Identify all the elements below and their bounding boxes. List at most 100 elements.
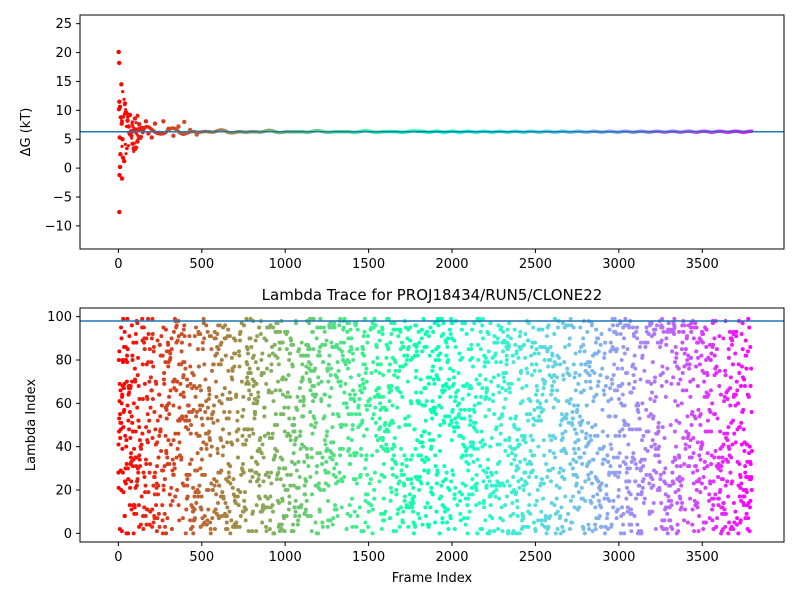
lambda-point [360,377,365,382]
lambda-point [515,498,520,503]
lambda-point [509,381,514,386]
lambda-point [381,373,386,378]
lambda-point [408,338,413,343]
lambda-point [419,433,424,438]
dg-point [125,147,129,151]
lambda-point [193,325,198,330]
lambda-point [375,362,380,367]
lambda-point [559,412,564,417]
lambda-point [220,392,225,397]
lambda-point [527,503,532,508]
lambda-point [420,444,425,449]
lambda-point [116,358,121,362]
lambda-point [485,475,490,479]
lambda-point [694,325,699,330]
lambda-point [155,418,160,423]
lambda-point [679,347,684,352]
lambda-point [539,509,544,514]
lambda-point [609,446,614,451]
lambda-point [262,414,267,419]
lambda-point [428,505,433,510]
lambda-point [609,377,614,382]
lambda-point [689,455,694,460]
lambda-point [627,325,632,330]
lambda-point [200,347,205,352]
lambda-point [620,392,625,397]
lambda-point [429,485,434,490]
lambda-point [546,364,551,369]
lambda-point [304,479,309,484]
lambda-point [484,483,489,488]
lambda-point [695,384,700,388]
lambda-point [331,440,336,445]
lambda-point [177,518,182,523]
dg-x-tick-label: 3000 [602,257,635,272]
dg-y-tick-label: 5 [64,133,72,148]
lambda-point [424,345,429,349]
lambda-point [178,381,183,386]
lambda-point [689,355,694,360]
lambda-point [147,347,152,352]
lambda-point [563,345,568,349]
lambda-point [213,336,218,341]
lambda-point [269,362,274,367]
lambda-point [488,444,493,449]
lambda-point [326,362,331,367]
lambda-point [533,418,538,423]
lambda-point [222,410,227,414]
lambda-point [330,457,335,462]
lambda-point [333,503,338,508]
lambda-point [574,459,579,464]
lambda-point [452,527,457,531]
lambda-point [398,329,403,334]
lambda-point [583,479,588,484]
lambda-point [515,438,520,443]
lambda-point [297,475,302,479]
dg-point [119,82,124,87]
lambda-point [480,323,485,328]
lambda-point [552,373,557,378]
lambda-point [627,479,632,484]
lambda-point [334,462,339,466]
lambda-point [251,431,256,436]
lambda-point [188,364,193,369]
lambda-point [204,399,209,404]
lambda-point [549,501,554,505]
lambda-point [633,366,638,371]
dg-point [124,108,128,112]
lambda-point [179,340,184,345]
lambda-point [187,334,192,339]
lambda-point [487,397,492,401]
lambda-point [321,360,326,365]
lambda-point [601,388,606,393]
lambda-point [483,355,488,360]
lambda-point [605,433,610,438]
lambda-point [462,516,467,521]
lambda-point [409,477,414,482]
lambda-point [634,496,639,501]
lambda-point [437,394,442,399]
lambda-point [391,420,396,425]
lambda-point [601,444,606,449]
lambda-point [482,442,487,447]
lambda-point [478,329,483,334]
lambda-point [365,472,370,477]
lambda-point [362,386,367,391]
lambda-point [336,414,341,419]
lambda-point [136,503,141,508]
lambda-point [625,347,630,352]
lambda-point [148,375,153,380]
lambda-point [567,527,572,531]
lambda-point [293,509,298,514]
lambda-point [538,418,543,423]
lambda-point [618,464,623,469]
lambda-point [517,442,522,447]
lambda-point [488,503,493,508]
lambda-point [711,479,716,484]
dg-point [134,120,138,125]
lambda-point [300,353,305,358]
dg-point [120,119,124,123]
lambda-point [194,414,199,419]
lambda-point [508,514,513,518]
lambda-point [347,392,352,397]
